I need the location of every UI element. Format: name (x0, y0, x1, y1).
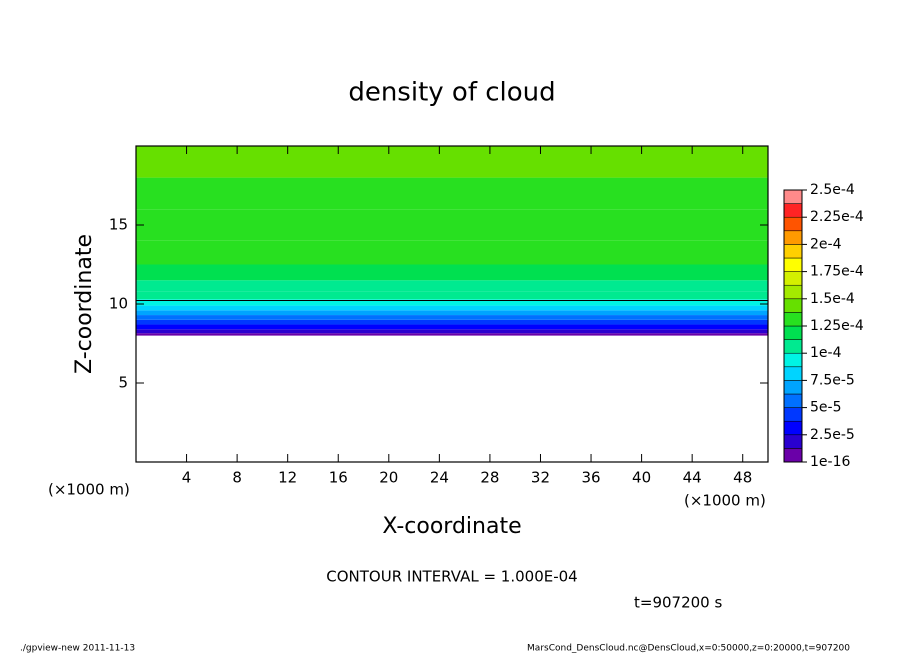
y-tick-label: 5 (118, 374, 128, 392)
x-unit-label: (×1000 m) (684, 492, 766, 510)
x-tick-label: 36 (581, 469, 600, 487)
chart-title: density of cloud (348, 78, 555, 108)
x-tick-label: 8 (232, 469, 242, 487)
colorbar-band (783, 312, 803, 327)
contour-band (136, 177, 768, 210)
contour-band (136, 324, 768, 330)
colorbar-band (783, 257, 803, 272)
contour-band (136, 280, 768, 292)
colorbar-band (783, 434, 803, 449)
x-unit-label: (×1000 m) (48, 481, 130, 499)
y-tick-label: 10 (109, 295, 128, 313)
x-axis-label: X-coordinate (382, 514, 521, 539)
colorbar-band (783, 216, 803, 232)
x-tick-label: 32 (531, 469, 550, 487)
contour-band (136, 299, 768, 306)
colorbar-label: 5e-5 (810, 400, 841, 416)
colorbar-band (783, 230, 803, 245)
x-tick-label: 48 (733, 469, 752, 487)
colorbar-band (783, 271, 803, 286)
contour-band (136, 240, 768, 265)
contour-band (136, 209, 768, 241)
contour-band (136, 264, 768, 281)
colorbar-band (783, 298, 803, 313)
x-tick-label: 4 (182, 469, 192, 487)
contour-band (136, 291, 768, 300)
colorbar-label: 7.5e-5 (810, 372, 855, 388)
colorbar-label: 1.25e-4 (810, 318, 864, 334)
x-tick-label: 24 (430, 469, 449, 487)
colorbar-band (783, 352, 803, 368)
y-axis-label: Z-coordinate (72, 234, 97, 374)
x-tick-label: 40 (632, 469, 651, 487)
contour-band (136, 310, 768, 316)
colorbar-band (783, 203, 803, 218)
contour-band (136, 333, 768, 336)
colorbar-band (783, 189, 803, 204)
colorbar-band (783, 339, 803, 354)
colorbar-label: 1.75e-4 (810, 264, 864, 280)
colorbar-band (783, 420, 803, 436)
contour-band (136, 319, 768, 325)
colorbar-band (783, 244, 803, 259)
colorbar-band (783, 407, 803, 422)
colorbar-band (783, 325, 803, 340)
colorbar-label: 2.25e-4 (810, 209, 864, 225)
contour-band (136, 305, 768, 311)
colorbar-band (783, 284, 803, 300)
x-tick-label: 16 (329, 469, 348, 487)
x-tick-label: 44 (683, 469, 702, 487)
contour-band (136, 329, 768, 334)
time-label: t=907200 s (634, 594, 722, 612)
footer: ./gpview-new 2011-11-13 (20, 644, 135, 654)
y-tick-label: 15 (109, 216, 128, 234)
annotation: CONTOUR INTERVAL = 1.000E-04 (326, 568, 577, 586)
colorbar-label: 1e-4 (810, 345, 842, 361)
colorbar-band (783, 380, 803, 395)
colorbar-label: 2.5e-4 (810, 182, 855, 198)
colorbar-band (783, 393, 803, 408)
contour-band (136, 146, 768, 178)
colorbar-band (783, 366, 803, 381)
colorbar-label: 2e-4 (810, 236, 842, 252)
footer: MarsCond_DensCloud.nc@DensCloud,x=0:5000… (527, 644, 850, 654)
colorbar-band (783, 448, 803, 463)
x-tick-label: 20 (379, 469, 398, 487)
colorbar-label: 2.5e-5 (810, 427, 855, 443)
x-tick-label: 28 (480, 469, 499, 487)
colorbar-label: 1.5e-4 (810, 291, 855, 307)
colorbar-frame (783, 189, 803, 463)
x-tick-label: 12 (278, 469, 297, 487)
contour-band (136, 315, 768, 320)
colorbar-label: 1e-16 (810, 454, 850, 470)
